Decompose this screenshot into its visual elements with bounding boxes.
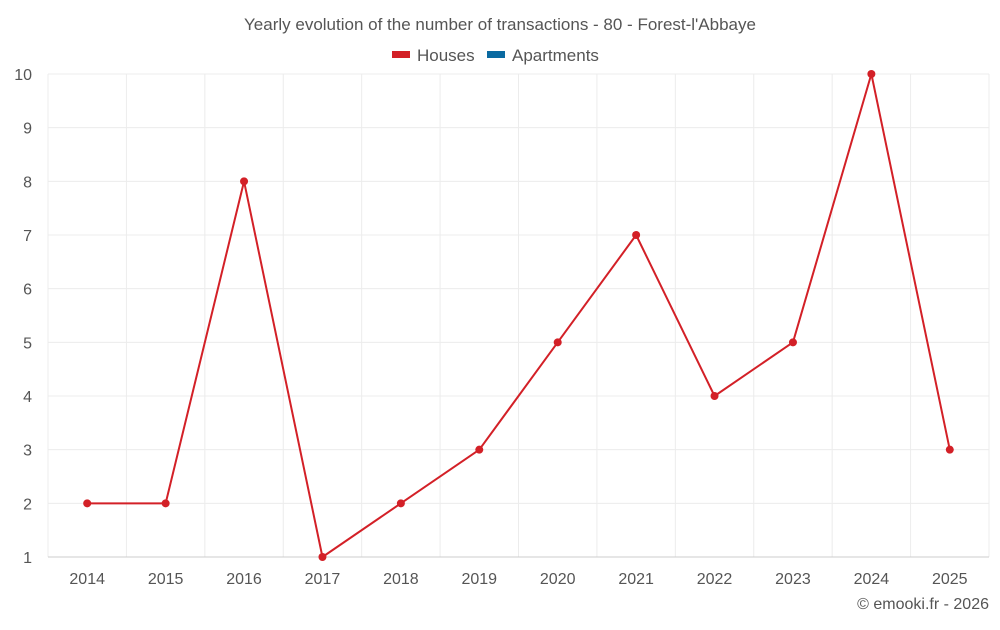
legend-item-houses[interactable]: Houses (392, 46, 475, 65)
data-point-houses[interactable] (240, 177, 249, 186)
series-layer (83, 70, 954, 561)
x-tick-label: 2021 (618, 571, 654, 588)
data-point-houses[interactable] (945, 445, 954, 454)
y-tick-label: 7 (23, 228, 32, 245)
y-tick-label: 1 (23, 550, 32, 567)
x-tick-label: 2020 (540, 571, 576, 588)
x-tick-label: 2014 (69, 571, 105, 588)
data-point-houses[interactable] (161, 499, 170, 508)
y-tick-label: 6 (23, 282, 32, 299)
data-point-houses[interactable] (867, 70, 876, 78)
x-tick-label: 2022 (697, 571, 733, 588)
data-point-houses[interactable] (710, 392, 719, 400)
legend: Houses Apartments (392, 46, 599, 65)
y-tick-label: 10 (14, 67, 32, 84)
legend-label-houses: Houses (417, 46, 475, 65)
x-tick-label: 2015 (148, 571, 184, 588)
y-tick-label: 3 (23, 443, 32, 460)
data-point-houses[interactable] (318, 553, 327, 561)
x-tick-label: 2025 (932, 571, 968, 588)
y-tick-label: 9 (23, 121, 32, 138)
y-tick-label: 8 (23, 174, 32, 191)
axes: 1 2 3 4 5 6 7 8 9 10 2014 2015 2016 2017 2018 2019 2020 2… (14, 67, 989, 588)
legend-swatch-houses (392, 51, 410, 58)
data-point-houses[interactable] (396, 499, 405, 508)
series-line-houses (87, 73, 951, 558)
x-tick-label: 2016 (226, 571, 262, 588)
chart-title: Yearly evolution of the number of transa… (244, 15, 756, 34)
credit-text[interactable]: © emooki.fr - 2026 (857, 596, 989, 613)
y-tick-label: 4 (23, 389, 32, 406)
x-tick-label: 2023 (775, 571, 811, 588)
data-point-houses[interactable] (83, 499, 92, 508)
legend-item-apartments[interactable]: Apartments (487, 46, 599, 65)
x-tick-label: 2018 (383, 571, 419, 588)
x-tick-label: 2024 (854, 571, 890, 588)
x-tick-label: 2017 (305, 571, 341, 588)
data-point-houses[interactable] (632, 231, 641, 239)
x-tick-label: 2019 (461, 571, 497, 588)
y-tick-label: 5 (23, 335, 32, 352)
y-tick-label: 2 (23, 496, 32, 513)
legend-label-apartments: Apartments (512, 46, 599, 65)
grid (47, 73, 990, 557)
data-point-houses[interactable] (788, 338, 797, 347)
legend-swatch-apartments (487, 51, 505, 58)
data-point-houses[interactable] (475, 445, 484, 454)
data-point-houses[interactable] (553, 338, 562, 347)
